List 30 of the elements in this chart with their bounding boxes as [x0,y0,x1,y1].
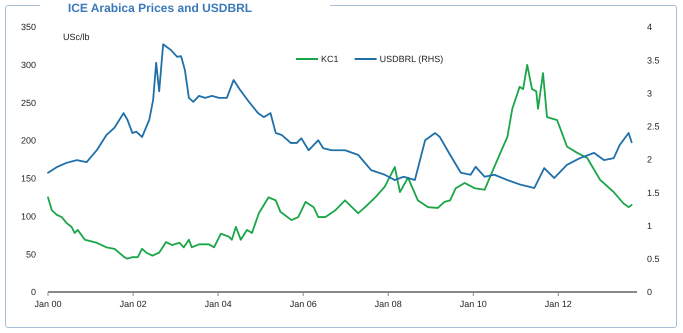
chart-title: ICE Arabica Prices and USDBRL [68,1,252,15]
x-tick-label: Jan 10 [460,299,487,309]
y2-tick-label: 1.5 [647,188,660,198]
y-tick-label: 150 [20,174,36,184]
y-axis-title: USc/lb [63,32,90,42]
y-tick-label: 350 [20,22,36,32]
x-tick-label: Jan 06 [290,299,317,309]
y-tick-label: 50 [26,249,36,260]
y2-tick-label: 1 [647,220,652,231]
x-tick-label: Jan 08 [374,299,402,309]
y2-tick-label: 3 [647,88,652,98]
x-tick-label: Jan 00 [34,299,62,309]
y-tick-label: 200 [20,136,36,146]
legend-label: KC1 [321,54,339,64]
line-series [47,43,633,189]
x-tick-label: Jan 12 [544,299,572,309]
y-tick-label: 300 [20,60,36,70]
x-tick-label: Jan 04 [204,299,232,309]
y2-tick-label: 0.5 [647,254,660,264]
x-tick-label: Jan 02 [120,299,147,309]
legend-label: USDBRL (RHS) [380,54,444,64]
line-series [47,64,633,260]
y2-tick-label: 0 [647,287,652,298]
y2-tick-label: 3.5 [647,55,660,66]
y-tick-label: 250 [20,98,36,108]
y-tick-label: 0 [30,287,36,298]
y-tick-label: 100 [20,211,36,222]
y2-tick-label: 4 [647,22,652,32]
y2-tick-label: 2 [647,154,652,165]
y2-tick-label: 2.5 [647,122,660,132]
